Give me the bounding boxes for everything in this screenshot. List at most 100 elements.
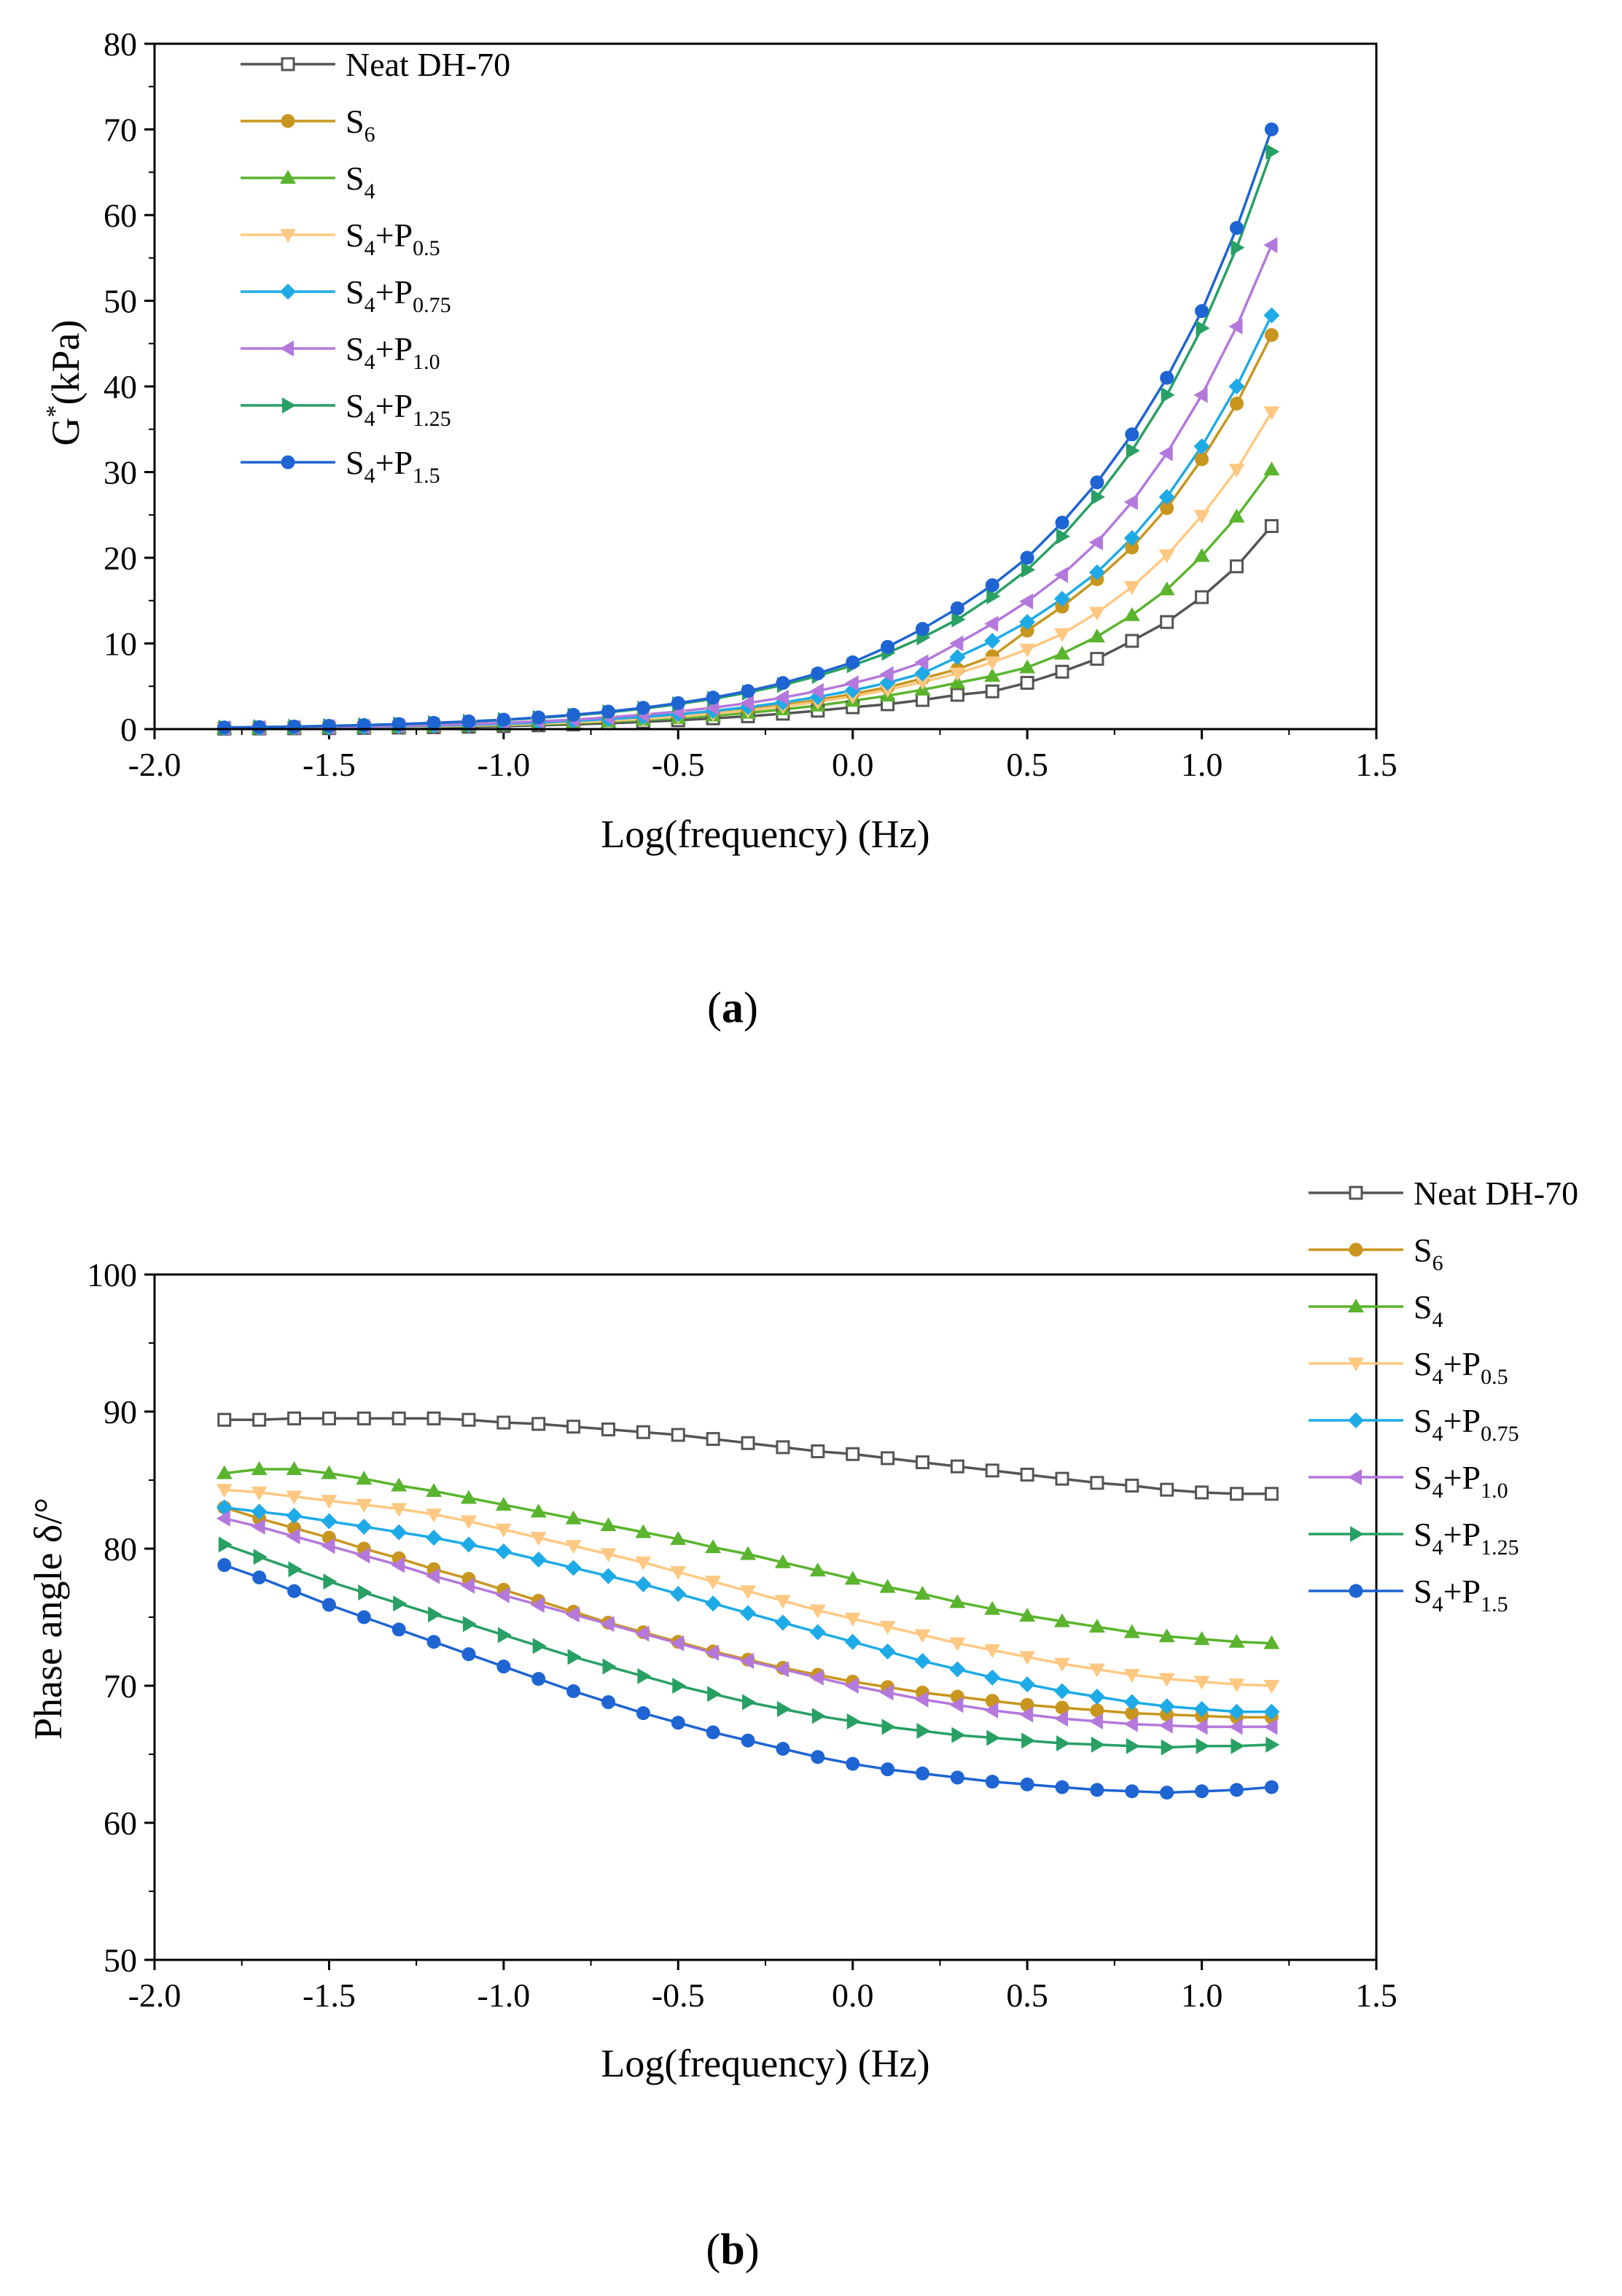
data-point bbox=[1055, 1700, 1069, 1715]
x-tick-label: 1.5 bbox=[1355, 1977, 1397, 2014]
panel-b-legend: Neat DH-70 S6 S4 S4+P0.5 S4+P0.75 S4+P1.0 S4+P… bbox=[1309, 1175, 1578, 1616]
legend-label: S4+P1.25 bbox=[1414, 1516, 1519, 1560]
data-point bbox=[566, 1684, 581, 1699]
data-point bbox=[1126, 443, 1140, 459]
data-point bbox=[914, 665, 931, 682]
data-point bbox=[914, 1629, 931, 1643]
data-point bbox=[566, 707, 581, 722]
data-point bbox=[530, 1597, 545, 1614]
data-point bbox=[460, 1515, 477, 1530]
data-point bbox=[809, 1624, 826, 1641]
data-point bbox=[1020, 1777, 1034, 1791]
data-point bbox=[356, 1610, 371, 1624]
data-point bbox=[1158, 1698, 1175, 1715]
data-point bbox=[461, 1412, 476, 1427]
data-point bbox=[252, 1570, 267, 1584]
data-point bbox=[951, 611, 966, 628]
data-point bbox=[741, 1436, 755, 1450]
legend-label: S4+P0.5 bbox=[346, 217, 440, 260]
data-point bbox=[774, 1614, 791, 1631]
data-point bbox=[1091, 1736, 1105, 1753]
data-point bbox=[705, 1539, 722, 1554]
data-point bbox=[670, 1586, 687, 1603]
data-point bbox=[1229, 221, 1244, 236]
data-point bbox=[1123, 1694, 1140, 1711]
data-point bbox=[879, 1621, 896, 1635]
data-point bbox=[217, 720, 232, 735]
data-point bbox=[809, 682, 824, 699]
legend-item-5: S4+P0.75 bbox=[1309, 1402, 1519, 1446]
legend-item-6: S4+P1.0 bbox=[241, 330, 440, 374]
data-point bbox=[565, 1606, 580, 1623]
data-point bbox=[1228, 378, 1245, 394]
data-point bbox=[984, 668, 1001, 682]
data-point bbox=[286, 1528, 300, 1545]
data-point bbox=[1020, 550, 1034, 565]
panel-a-legend: Neat DH-70 S6 S4 S4+P0.5 S4+P0.75 S4+P1.0 S4+P… bbox=[241, 46, 510, 488]
data-point bbox=[531, 1417, 546, 1431]
data-point bbox=[1263, 237, 1278, 254]
data-point bbox=[1158, 581, 1175, 596]
data-point bbox=[1264, 1780, 1279, 1794]
data-point bbox=[1264, 519, 1279, 534]
data-point bbox=[286, 1490, 303, 1505]
data-point bbox=[1231, 1737, 1245, 1754]
legend-marker bbox=[280, 284, 296, 300]
panel-b-y-tick-labels: 50 60 70 80 90 100 bbox=[87, 1256, 137, 1979]
data-point bbox=[985, 578, 999, 593]
legend-marker bbox=[280, 229, 296, 243]
data-point bbox=[949, 667, 966, 682]
data-point bbox=[671, 1428, 685, 1442]
data-point bbox=[949, 674, 966, 689]
data-point bbox=[1193, 438, 1210, 455]
data-point bbox=[321, 719, 336, 733]
data-point bbox=[950, 601, 964, 615]
data-point bbox=[811, 666, 825, 681]
data-point bbox=[670, 1530, 687, 1545]
data-point bbox=[984, 1644, 1001, 1659]
data-point bbox=[602, 1658, 617, 1675]
legend-item-2: S6 bbox=[1309, 1231, 1443, 1275]
data-point bbox=[356, 1471, 373, 1485]
data-point bbox=[809, 1563, 826, 1577]
data-point bbox=[1123, 529, 1140, 546]
data-point bbox=[1054, 591, 1071, 607]
data-point bbox=[496, 1659, 511, 1674]
data-point bbox=[287, 1411, 302, 1425]
y-tick-label: 60 bbox=[104, 197, 137, 234]
data-point bbox=[1263, 1680, 1280, 1694]
data-point bbox=[985, 1463, 999, 1478]
data-point bbox=[879, 1579, 896, 1593]
data-point bbox=[950, 1459, 964, 1474]
data-point bbox=[844, 1571, 861, 1585]
data-point bbox=[672, 1678, 687, 1694]
data-point bbox=[287, 1584, 302, 1598]
x-tick-label: -1.0 bbox=[477, 1977, 530, 2014]
data-point bbox=[985, 1775, 999, 1789]
data-point bbox=[1055, 1471, 1069, 1486]
data-point bbox=[670, 1635, 685, 1651]
data-point bbox=[950, 688, 964, 702]
data-point bbox=[881, 1719, 896, 1735]
data-point bbox=[846, 1756, 860, 1771]
data-point bbox=[636, 1425, 650, 1439]
legend-item-5: S4+P0.75 bbox=[241, 273, 451, 317]
data-point bbox=[460, 1577, 475, 1594]
data-point bbox=[321, 1465, 338, 1479]
data-point bbox=[1196, 320, 1210, 337]
series-markers-7 bbox=[218, 1536, 1280, 1756]
data-point bbox=[742, 1694, 757, 1711]
series-markers-3 bbox=[216, 1460, 1280, 1649]
data-point bbox=[391, 1477, 408, 1492]
data-point bbox=[496, 712, 511, 727]
legend-item-6: S4+P1.0 bbox=[1309, 1459, 1508, 1503]
data-point bbox=[915, 1766, 929, 1781]
data-point bbox=[393, 1595, 408, 1612]
data-point bbox=[1090, 652, 1104, 666]
data-point bbox=[635, 1524, 652, 1538]
legend-label: Neat DH-70 bbox=[1414, 1175, 1578, 1212]
data-point bbox=[426, 1483, 442, 1498]
data-point bbox=[251, 1503, 268, 1520]
data-point bbox=[984, 1702, 999, 1719]
data-point bbox=[985, 684, 999, 698]
